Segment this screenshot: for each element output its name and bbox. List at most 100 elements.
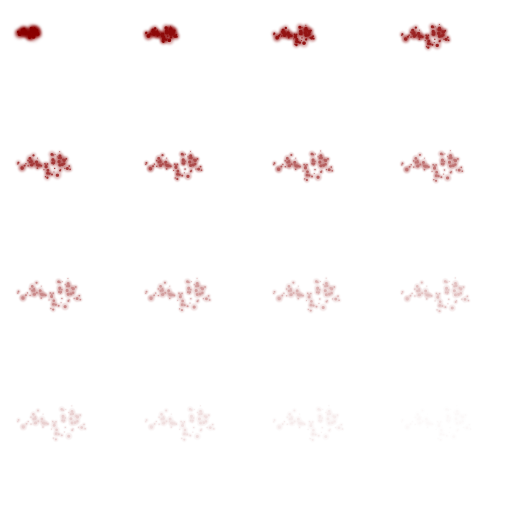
particle — [315, 291, 319, 294]
particle-glow — [70, 289, 77, 296]
particle — [410, 423, 412, 425]
particle — [65, 157, 68, 160]
particle-frame-10 — [128, 256, 256, 384]
particle-glow — [28, 293, 32, 297]
particle — [178, 173, 181, 176]
particle — [318, 419, 321, 422]
particle — [17, 163, 19, 165]
particle — [311, 421, 314, 423]
particle — [465, 414, 467, 416]
particle — [60, 434, 63, 437]
particle-glow — [163, 408, 169, 413]
particle — [437, 421, 438, 422]
particle — [159, 285, 162, 288]
particle-glow — [160, 286, 165, 292]
particle — [35, 281, 38, 284]
particle-glow — [448, 304, 456, 312]
particle — [441, 304, 444, 308]
particle-glow — [317, 302, 321, 305]
particle — [55, 420, 57, 423]
particle — [317, 407, 320, 411]
particle-glow — [200, 427, 203, 431]
particle — [146, 34, 151, 38]
particle-glow — [319, 303, 327, 312]
particle — [29, 294, 31, 297]
particle-group — [273, 405, 344, 441]
particle-glow — [190, 280, 193, 283]
particle — [416, 165, 418, 168]
particle-glow — [455, 299, 458, 303]
particle — [425, 34, 427, 37]
particle — [328, 412, 332, 416]
particle — [305, 178, 308, 182]
particle-glow — [32, 421, 37, 426]
particle-glow — [425, 285, 428, 288]
particle — [416, 413, 419, 416]
particle-group — [16, 277, 83, 313]
particle — [208, 414, 210, 416]
particle — [298, 25, 302, 29]
particle — [429, 42, 432, 46]
particle — [158, 164, 161, 167]
particle — [440, 434, 442, 436]
particle-glow — [199, 289, 206, 296]
particle — [153, 422, 156, 425]
particle-glow — [157, 422, 161, 426]
particle — [196, 277, 198, 279]
particle-glow — [296, 297, 300, 301]
particle-glow — [31, 286, 37, 292]
particle — [65, 409, 67, 410]
particle — [417, 294, 420, 297]
particle-frame-canvas — [384, 384, 512, 512]
particle — [158, 423, 160, 425]
particle — [424, 157, 425, 159]
particle — [28, 36, 30, 39]
particle-glow — [60, 288, 64, 292]
particle — [44, 294, 47, 297]
particle — [44, 176, 47, 178]
particle — [458, 429, 459, 430]
particle — [178, 292, 180, 294]
particle-glow — [34, 280, 40, 286]
particle — [40, 297, 42, 299]
particle-glow — [199, 404, 202, 407]
particle — [51, 294, 53, 296]
particle — [327, 168, 331, 172]
particle — [333, 286, 336, 288]
particle — [204, 286, 206, 288]
particle — [314, 160, 316, 163]
particle — [277, 167, 281, 171]
particle-frame-2 — [128, 0, 256, 128]
particle-glow — [203, 284, 208, 290]
particle-glow — [300, 293, 306, 298]
particle — [60, 169, 62, 171]
particle-glow — [40, 285, 43, 288]
particle — [296, 417, 300, 421]
particle — [54, 438, 57, 441]
particle-glow — [63, 416, 67, 420]
particle — [334, 297, 338, 301]
particle-glow — [192, 416, 196, 420]
particle — [314, 433, 317, 436]
particle — [287, 285, 291, 288]
particle — [145, 292, 147, 294]
particle — [427, 427, 428, 428]
particle — [321, 170, 323, 172]
particle-glow — [429, 293, 434, 299]
particle-frame-canvas — [272, 277, 341, 314]
particle-glow — [191, 420, 194, 424]
particle — [161, 154, 164, 157]
particle — [415, 285, 419, 288]
particle — [61, 288, 63, 291]
particle — [161, 287, 164, 290]
particle — [68, 299, 70, 301]
particle-glow — [182, 422, 185, 425]
particle — [288, 29, 290, 31]
particle — [177, 299, 179, 301]
particle — [71, 405, 73, 407]
particle — [438, 438, 439, 439]
particle — [275, 35, 279, 40]
particle-frame-canvas — [144, 150, 204, 182]
particle-glow — [58, 406, 65, 413]
particle-glow — [180, 294, 183, 297]
